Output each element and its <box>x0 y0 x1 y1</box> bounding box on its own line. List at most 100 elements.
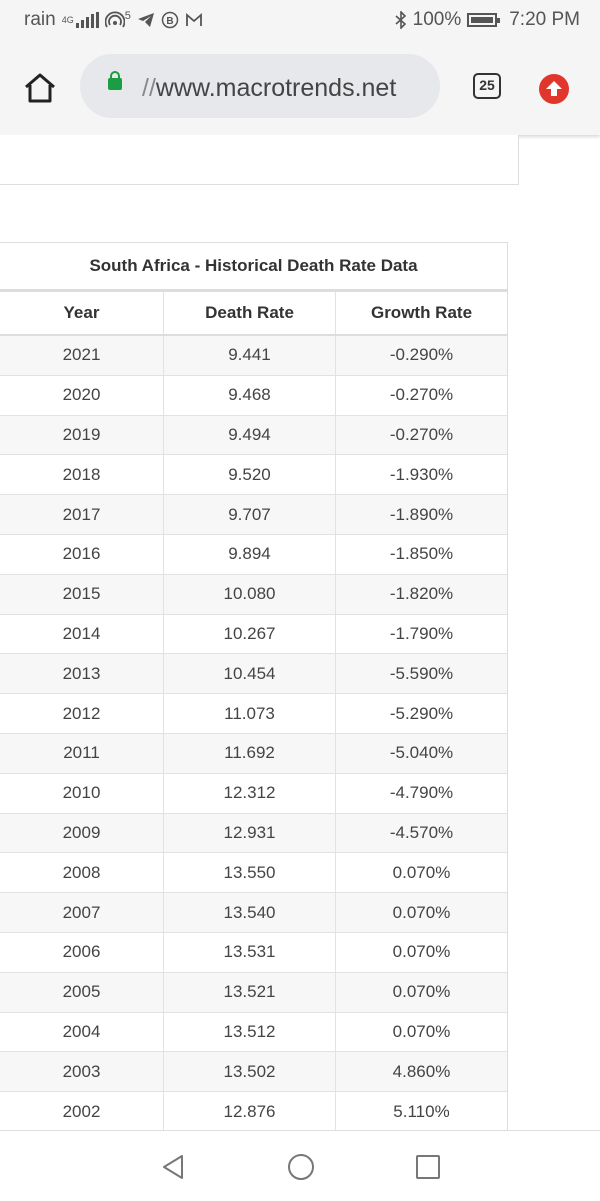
header-death-rate: Death Rate <box>164 292 336 334</box>
cell-growth-rate: -1.930% <box>389 464 454 484</box>
cell-year: 2017 <box>0 495 164 534</box>
cell-year: 2010 <box>0 773 164 813</box>
network-type: 4G <box>61 14 74 25</box>
cell-growth-rate: -1.890% <box>389 504 454 524</box>
cell-growth-rate: 0.070% <box>392 982 451 1002</box>
cell-year: 2005 <box>0 972 164 1012</box>
cell-death-rate: 9.520 <box>164 455 336 495</box>
url-text[interactable]: //www.macrotrends.net <box>142 74 396 103</box>
table-row: 2018 9.520 -1.930% <box>0 455 507 496</box>
table-row: 2010 12.312 -4.790% <box>0 773 507 814</box>
table-row: 2012 11.073 -5.290% <box>0 694 507 734</box>
table-row: 2013 10.454 -5.590% <box>0 654 507 695</box>
table-caption: South Africa - Historical Death Rate Dat… <box>0 243 507 292</box>
cell-growth-rate: 4.860% <box>392 1061 451 1081</box>
table-row: 2007 13.540 0.070% <box>0 893 507 933</box>
table-row: 2020 9.468 -0.270% <box>0 375 507 416</box>
cell-growth-rate: 0.070% <box>392 902 451 922</box>
cell-year: 2016 <box>0 534 164 574</box>
cell-death-rate: 12.876 <box>164 1092 336 1131</box>
bluetooth-icon <box>395 11 406 29</box>
cell-growth-rate: 0.070% <box>392 1021 451 1041</box>
cell-year: 2004 <box>0 1012 164 1052</box>
clock: 7:20 PM <box>509 9 580 30</box>
cell-growth-rate: -5.040% <box>389 743 454 763</box>
header-growth-rate: Growth Rate <box>370 303 473 322</box>
b-circle-icon: B <box>161 11 179 29</box>
table-row: 2008 13.550 0.070% <box>0 853 507 894</box>
cell-growth-rate: 5.110% <box>393 1101 450 1121</box>
cell-year: 2021 <box>0 336 164 375</box>
telegram-icon <box>137 13 154 27</box>
home-circle-icon[interactable] <box>287 1153 315 1181</box>
cell-year: 2014 <box>0 614 164 654</box>
cell-year: 2006 <box>0 932 164 972</box>
table-row: 2002 12.876 5.110% <box>0 1092 507 1132</box>
url-host: www.macrotrends.net <box>155 74 397 102</box>
table-body: 2021 9.441 -0.290% 2020 9.468 -0.270% 2019 9.49… <box>0 336 507 1132</box>
cell-year: 2012 <box>0 694 164 733</box>
cell-growth-rate: -0.270% <box>389 385 454 405</box>
table-row: 2004 13.512 0.070% <box>0 1012 507 1053</box>
cell-growth-rate: -1.790% <box>389 623 454 643</box>
cell-death-rate: 13.550 <box>164 853 336 893</box>
lock-icon <box>108 71 122 90</box>
cell-death-rate: 9.468 <box>164 375 336 415</box>
cell-death-rate: 13.512 <box>164 1012 336 1052</box>
tabs-icon[interactable]: 25 <box>473 73 501 99</box>
cell-death-rate: 12.312 <box>164 773 336 813</box>
browser-toolbar: //www.macrotrends.net 25 <box>0 40 600 135</box>
cell-death-rate: 9.707 <box>164 495 336 534</box>
cell-death-rate: 13.531 <box>164 932 336 972</box>
table-row: 2019 9.494 -0.270% <box>0 415 507 456</box>
cell-death-rate: 11.692 <box>164 733 336 773</box>
table-row: 2016 9.894 -1.850% <box>0 534 507 575</box>
cell-year: 2013 <box>0 654 164 694</box>
cell-growth-rate: -1.820% <box>389 584 454 604</box>
url-scheme: // <box>142 74 156 102</box>
cell-growth-rate: -0.290% <box>389 345 454 365</box>
cell-year: 2015 <box>0 574 164 614</box>
signal-icon <box>75 12 99 28</box>
cell-death-rate: 10.267 <box>164 614 336 654</box>
cell-death-rate: 11.073 <box>164 694 336 733</box>
cell-year: 2002 <box>0 1092 164 1131</box>
home-icon[interactable] <box>22 72 58 104</box>
cell-death-rate: 13.521 <box>164 972 336 1012</box>
cell-growth-rate: 0.070% <box>392 942 451 962</box>
header-year: Year <box>0 292 164 334</box>
cell-growth-rate: -0.270% <box>389 424 454 444</box>
hotspot-icon <box>104 11 125 28</box>
update-icon[interactable] <box>539 74 569 104</box>
recents-icon[interactable] <box>415 1154 441 1180</box>
cell-growth-rate: 0.070% <box>392 862 451 882</box>
table-header-row: Year Death Rate Growth Rate <box>0 292 507 336</box>
cell-year: 2003 <box>0 1052 164 1092</box>
cell-death-rate: 9.894 <box>164 534 336 574</box>
battery-level: 100% <box>412 9 462 30</box>
gmail-icon <box>185 13 202 26</box>
cell-growth-rate: -5.290% <box>389 703 454 723</box>
carrier-name: rain <box>24 9 56 30</box>
cell-year: 2007 <box>0 893 164 932</box>
cell-death-rate: 10.080 <box>164 574 336 614</box>
cell-year: 2020 <box>0 375 164 415</box>
cell-growth-rate: -5.590% <box>389 663 454 683</box>
cell-death-rate: 10.454 <box>164 654 336 694</box>
cell-death-rate: 9.494 <box>164 415 336 455</box>
table-row: 2021 9.441 -0.290% <box>0 336 507 376</box>
cell-year: 2019 <box>0 415 164 455</box>
svg-text:B: B <box>166 16 173 27</box>
address-bar[interactable]: //www.macrotrends.net <box>80 54 440 118</box>
cell-year: 2009 <box>0 813 164 853</box>
navigation-bar <box>0 1130 600 1201</box>
table-row: 2017 9.707 -1.890% <box>0 495 507 535</box>
table-row: 2003 13.502 4.860% <box>0 1052 507 1093</box>
cell-death-rate: 12.931 <box>164 813 336 853</box>
cell-death-rate: 9.441 <box>164 336 336 375</box>
cell-growth-rate: -4.790% <box>389 783 454 803</box>
cell-growth-rate: -4.570% <box>389 822 454 842</box>
table-row: 2015 10.080 -1.820% <box>0 574 507 615</box>
back-icon[interactable] <box>160 1153 186 1181</box>
status-bar: rain 4G 5 B 100% 7:20 PM <box>0 0 600 40</box>
